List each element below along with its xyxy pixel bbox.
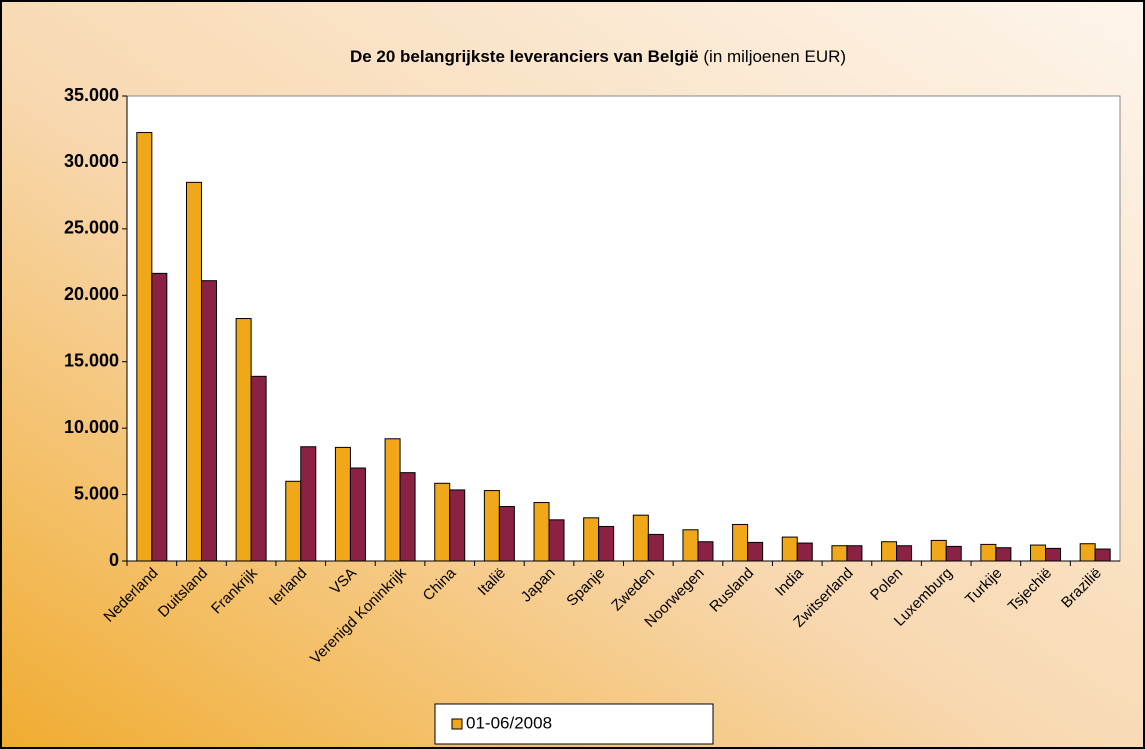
bar [1094, 548, 1111, 562]
bar [434, 482, 451, 562]
bar [945, 545, 962, 562]
bar [349, 467, 366, 562]
bar [483, 490, 500, 562]
bar [781, 536, 798, 562]
bar [548, 519, 565, 562]
y-tick-label: 25.000 [64, 218, 119, 238]
plot-area [126, 95, 1121, 562]
chart-title: De 20 belangrijkste leveranciers van Bel… [350, 47, 846, 66]
bar [399, 472, 416, 562]
bar [384, 438, 401, 562]
legend-swatch [451, 718, 463, 730]
bar [682, 529, 699, 562]
bar [846, 545, 863, 562]
bar [747, 541, 764, 562]
bar [647, 533, 664, 562]
bar [995, 547, 1012, 562]
bar [151, 272, 168, 562]
bar [185, 181, 202, 562]
bar [285, 480, 302, 562]
bar [1045, 547, 1062, 562]
bar [300, 446, 317, 562]
bar [896, 545, 913, 562]
bar [881, 541, 898, 562]
bar [732, 523, 749, 562]
bar [930, 539, 947, 562]
y-tick-label: 5.000 [74, 483, 119, 503]
bar [980, 543, 997, 562]
legend [434, 703, 714, 745]
legend-label: 01-06/2008 [466, 713, 552, 732]
y-tick-label: 10.000 [64, 417, 119, 437]
bar [583, 517, 600, 562]
bar [632, 514, 649, 562]
bar [796, 542, 813, 562]
bar [1030, 544, 1047, 562]
bar [533, 502, 550, 562]
bar [1079, 543, 1096, 562]
bar [334, 446, 351, 562]
bar [831, 545, 848, 562]
title: De 20 belangrijkste leveranciers van Bel… [350, 47, 699, 66]
bar [250, 375, 267, 562]
bar [697, 541, 714, 562]
bar [498, 506, 515, 562]
bar [200, 280, 217, 562]
y-tick-label: 15.000 [64, 350, 119, 370]
y-tick-label: 35.000 [64, 85, 119, 105]
bar [449, 489, 466, 562]
subtitle: (in miljoenen EUR) [703, 47, 846, 66]
bar [598, 525, 615, 562]
bar [235, 318, 252, 562]
y-tick-label: 30.000 [64, 151, 119, 171]
bar [136, 132, 153, 562]
y-tick-label: 0 [109, 550, 119, 570]
y-tick-label: 20.000 [64, 284, 119, 304]
